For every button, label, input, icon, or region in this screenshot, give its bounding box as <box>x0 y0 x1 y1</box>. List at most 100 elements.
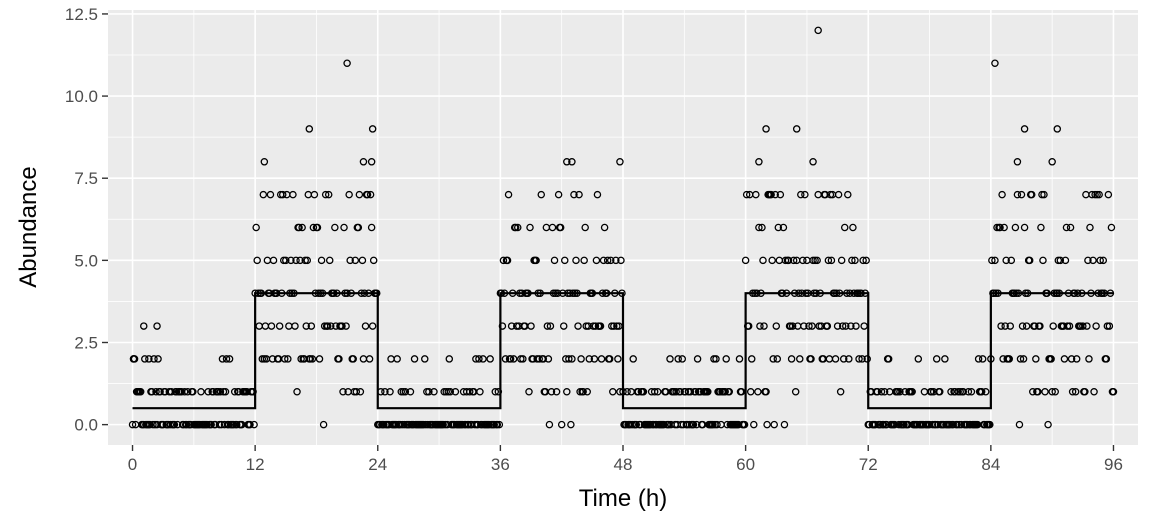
data-point <box>495 420 504 429</box>
data-point <box>250 420 258 429</box>
data-point <box>572 256 580 265</box>
data-point <box>565 355 573 363</box>
data-point <box>610 322 618 330</box>
data-point <box>486 355 494 363</box>
x-axis-title: Time (h) <box>579 485 667 512</box>
data-point <box>281 355 289 363</box>
data-point <box>964 388 973 396</box>
data-point <box>568 158 576 166</box>
data-point <box>849 223 857 232</box>
data-point <box>156 388 164 396</box>
data-point <box>1020 223 1029 232</box>
data-point <box>1013 158 1022 166</box>
data-point <box>991 59 999 67</box>
data-point <box>833 322 842 330</box>
data-point <box>871 420 880 429</box>
data-point <box>557 420 566 429</box>
data-point <box>406 388 415 396</box>
data-point <box>634 388 643 396</box>
data-point <box>554 190 563 199</box>
data-point <box>303 256 312 265</box>
data-point <box>768 256 776 265</box>
data-point <box>526 223 534 232</box>
data-point <box>762 388 770 396</box>
data-point <box>959 388 968 396</box>
y-tick-label: 10.0 <box>65 87 98 106</box>
data-point <box>1031 322 1039 330</box>
data-point <box>575 190 583 199</box>
x-tick-label: 24 <box>368 455 387 474</box>
data-point <box>873 388 882 396</box>
data-point <box>839 355 848 363</box>
data-point <box>629 355 637 363</box>
data-point <box>246 420 254 429</box>
data-point <box>896 388 904 396</box>
data-point <box>260 158 269 166</box>
data-point <box>209 388 217 396</box>
data-point <box>791 388 800 396</box>
data-point <box>335 355 343 363</box>
data-point <box>797 190 805 199</box>
data-point <box>1068 388 1077 396</box>
data-point <box>140 322 148 330</box>
data-point <box>592 256 601 265</box>
data-point <box>343 59 351 67</box>
data-point <box>509 355 518 363</box>
data-point <box>796 355 804 363</box>
data-point <box>847 322 855 330</box>
data-point <box>319 420 328 429</box>
data-point <box>788 322 797 330</box>
y-tick-label: 7.5 <box>74 169 98 188</box>
data-point <box>507 322 516 330</box>
data-point <box>1090 388 1098 396</box>
data-point <box>756 322 764 330</box>
x-tick-label: 60 <box>736 455 755 474</box>
y-tick-label: 2.5 <box>74 333 98 352</box>
data-point <box>552 388 561 396</box>
data-point <box>755 223 763 232</box>
data-point <box>951 388 959 396</box>
x-tick-label: 36 <box>491 455 510 474</box>
data-point <box>1017 190 1026 199</box>
data-point <box>150 355 158 363</box>
data-point <box>525 388 533 396</box>
data-point <box>307 322 316 330</box>
data-point <box>207 420 215 429</box>
y-axis: 0.0 2.5 5.0 7.5 10.0 12.5 <box>65 5 108 435</box>
data-point <box>693 355 702 363</box>
data-point <box>844 190 852 199</box>
data-point <box>339 388 347 396</box>
data-point <box>128 420 137 429</box>
data-point <box>721 388 729 396</box>
data-point <box>152 388 160 396</box>
data-point <box>800 322 808 330</box>
x-tick-label: 48 <box>614 455 633 474</box>
data-point <box>1007 256 1016 265</box>
data-point <box>310 190 319 199</box>
data-point <box>784 256 793 265</box>
data-point <box>1072 355 1081 363</box>
data-point <box>681 388 690 396</box>
data-point <box>154 355 162 363</box>
data-point <box>355 190 364 199</box>
data-point <box>1022 322 1031 330</box>
data-point <box>914 355 923 363</box>
data-point <box>1062 223 1071 232</box>
data-point <box>1088 190 1096 199</box>
data-point <box>1083 322 1091 330</box>
data-point <box>1067 355 1076 363</box>
data-point <box>1092 322 1100 330</box>
data-points <box>128 26 1118 429</box>
data-point <box>762 125 770 133</box>
data-point <box>772 322 781 330</box>
data-point <box>1099 256 1108 265</box>
data-point <box>771 190 780 199</box>
data-point <box>1049 322 1057 330</box>
data-point <box>653 388 662 396</box>
data-point <box>742 190 751 199</box>
data-point <box>977 388 986 396</box>
data-point <box>1001 322 1009 330</box>
data-point <box>821 190 830 199</box>
data-point <box>713 420 721 429</box>
data-point <box>136 388 145 396</box>
